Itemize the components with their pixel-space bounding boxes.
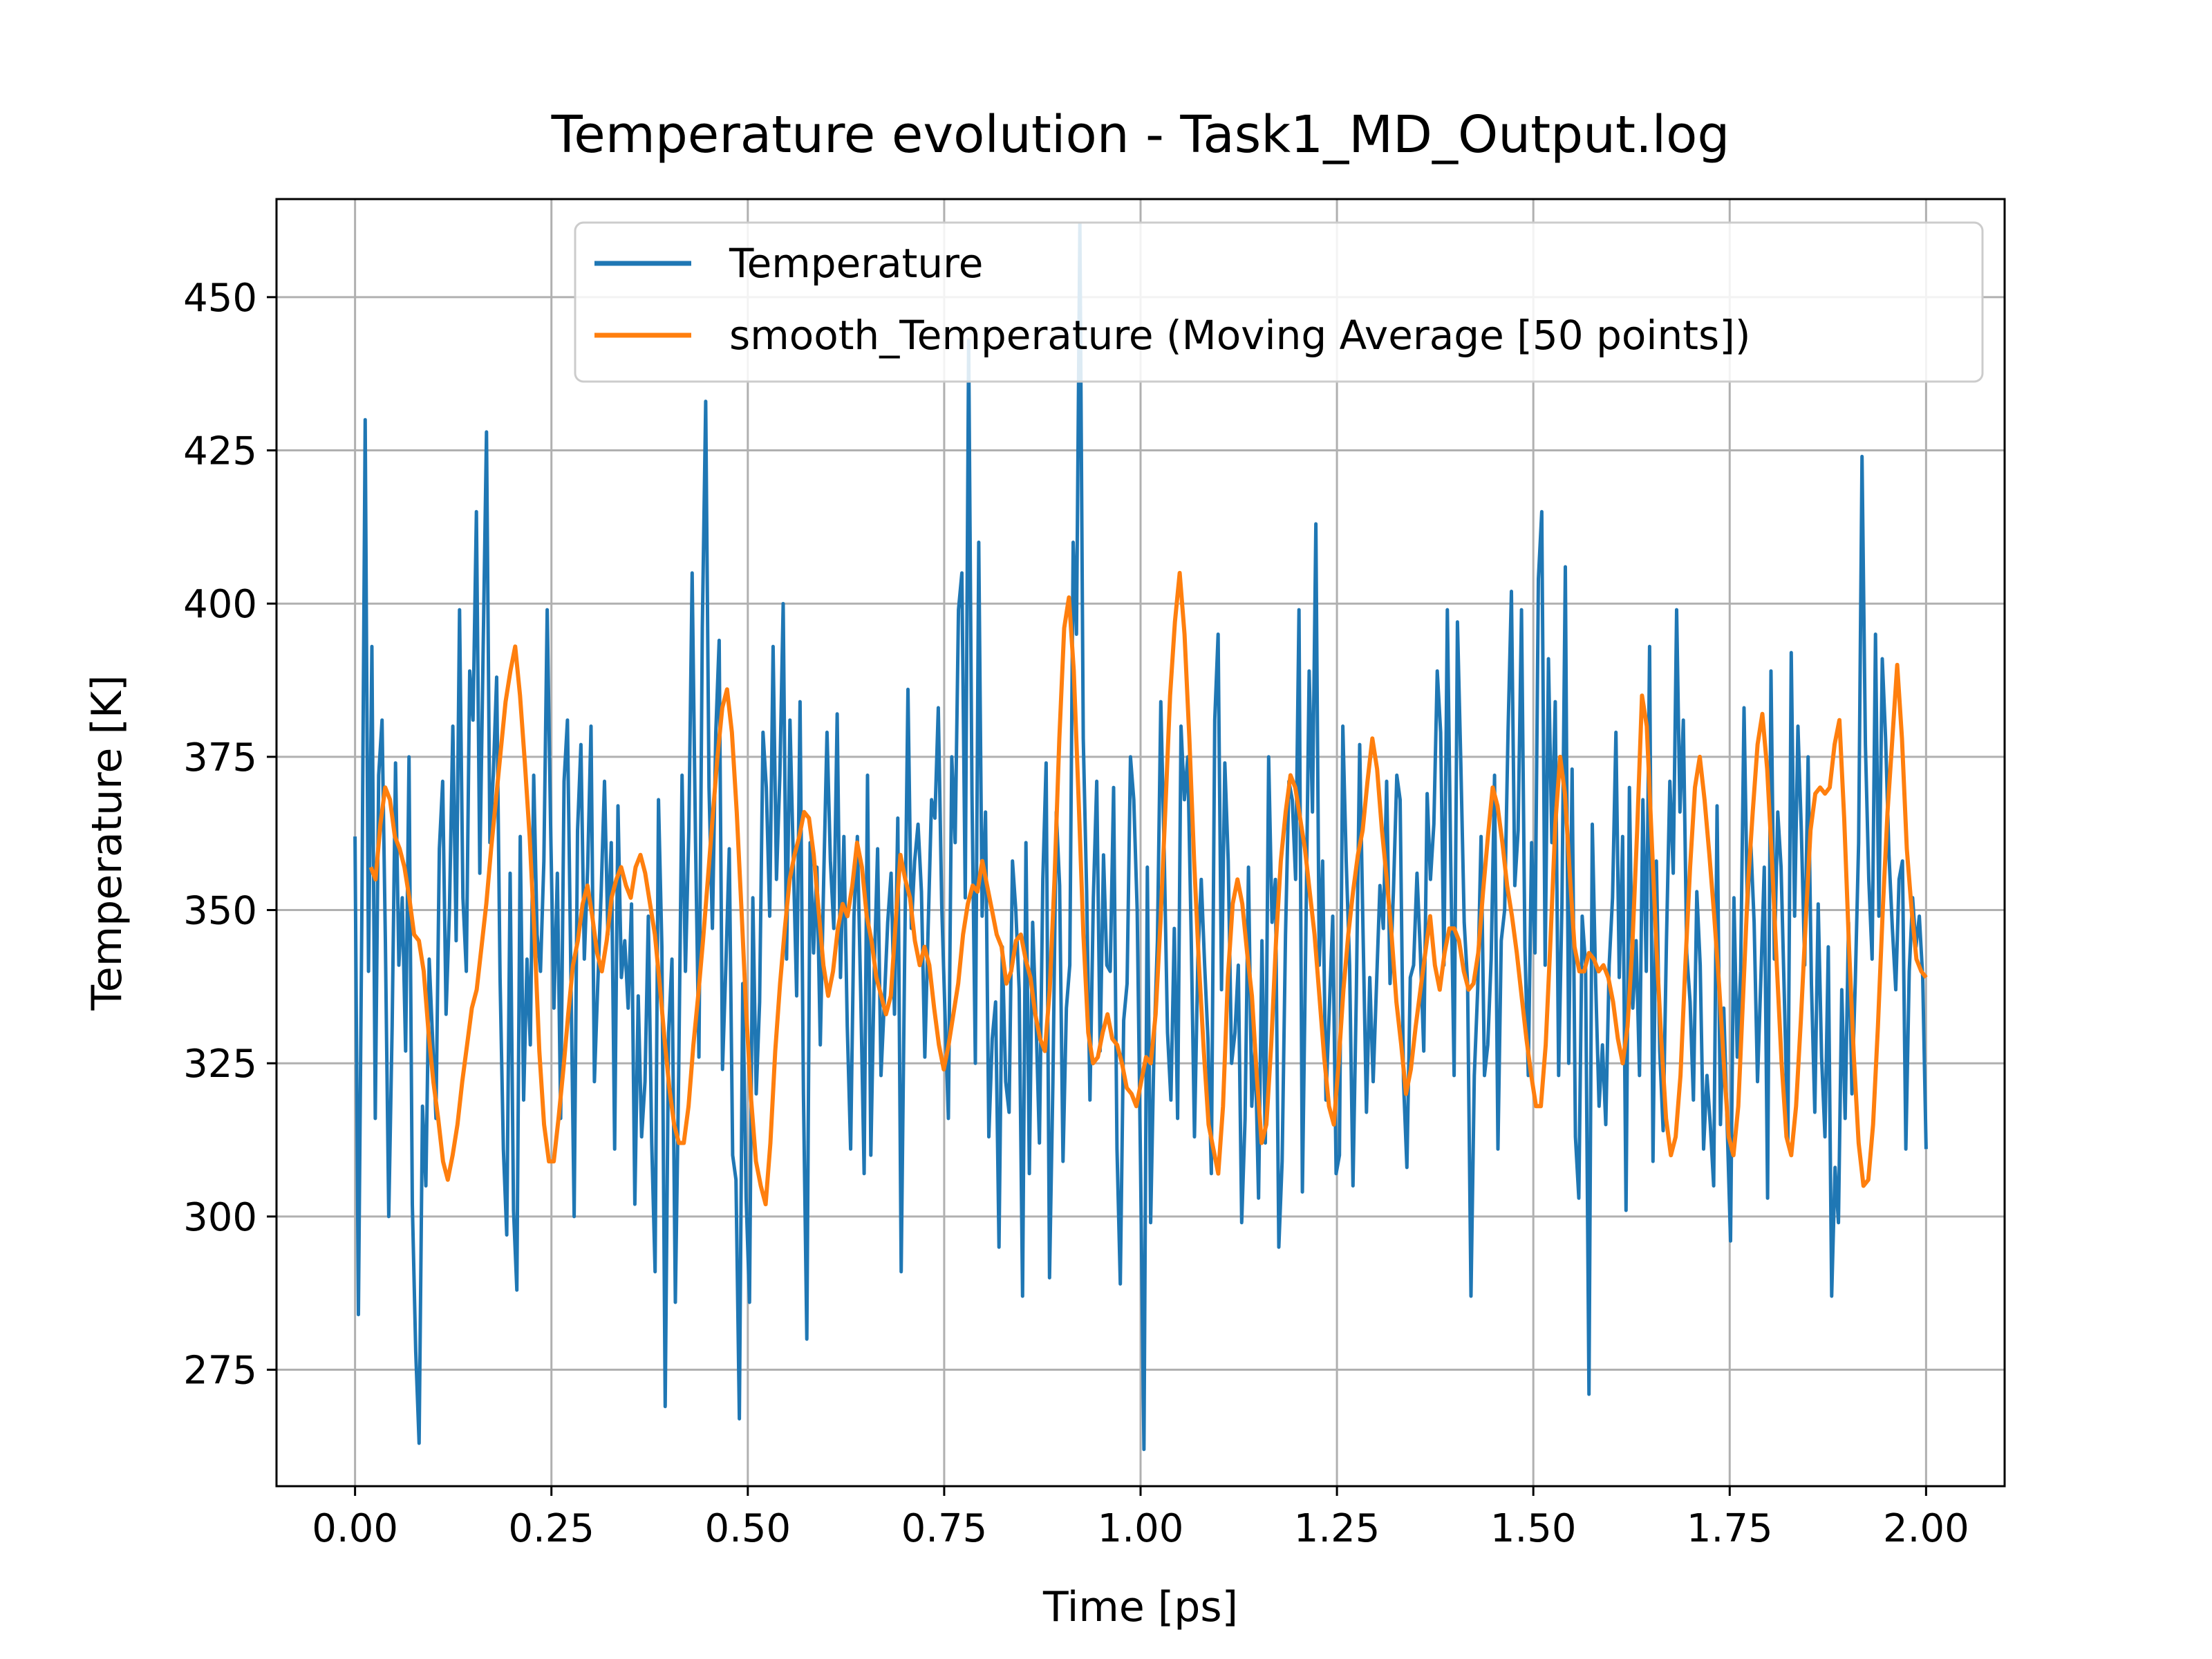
series-lines	[353, 222, 1928, 1452]
legend-box	[574, 221, 1984, 383]
x-tick-label: 2.00	[1883, 1506, 1969, 1551]
x-axis-label: Time [ps]	[1042, 1583, 1238, 1631]
x-tick-label: 0.75	[901, 1506, 988, 1551]
y-axis-label: Temperature [K]	[83, 675, 131, 1011]
legend-label-smooth-temperature: smooth_Temperature (Moving Average [50 p…	[729, 312, 1751, 359]
legend-label-temperature: Temperature	[729, 240, 983, 287]
y-tick-label: 375	[183, 735, 257, 780]
y-tick-label: 400	[183, 582, 257, 627]
y-tick-label: 450	[183, 276, 257, 321]
y-tick-label: 350	[183, 889, 257, 934]
y-tick-label: 275	[183, 1349, 257, 1394]
legend: Temperature smooth_Temperature (Moving A…	[574, 221, 1984, 383]
x-tick-label: 1.75	[1687, 1506, 1773, 1551]
y-tick-label: 300	[183, 1195, 257, 1240]
x-tick-label: 1.25	[1294, 1506, 1380, 1551]
chart-title: Temperature evolution - Task1_MD_Output.…	[551, 105, 1730, 165]
x-tick-label: 0.25	[508, 1506, 594, 1551]
y-tick-label: 425	[183, 429, 257, 474]
x-tick-label: 0.00	[312, 1506, 398, 1551]
axis-ticks: 0.00 0.25 0.50 0.75 1.00 1.25 1.50 1.75 2.00 275 3…	[183, 276, 1969, 1551]
series-line-smooth-temperature	[368, 570, 1928, 1207]
x-tick-label: 1.00	[1098, 1506, 1184, 1551]
x-tick-label: 1.50	[1490, 1506, 1577, 1551]
y-tick-label: 325	[183, 1042, 257, 1087]
x-tick-label: 0.50	[704, 1506, 791, 1551]
